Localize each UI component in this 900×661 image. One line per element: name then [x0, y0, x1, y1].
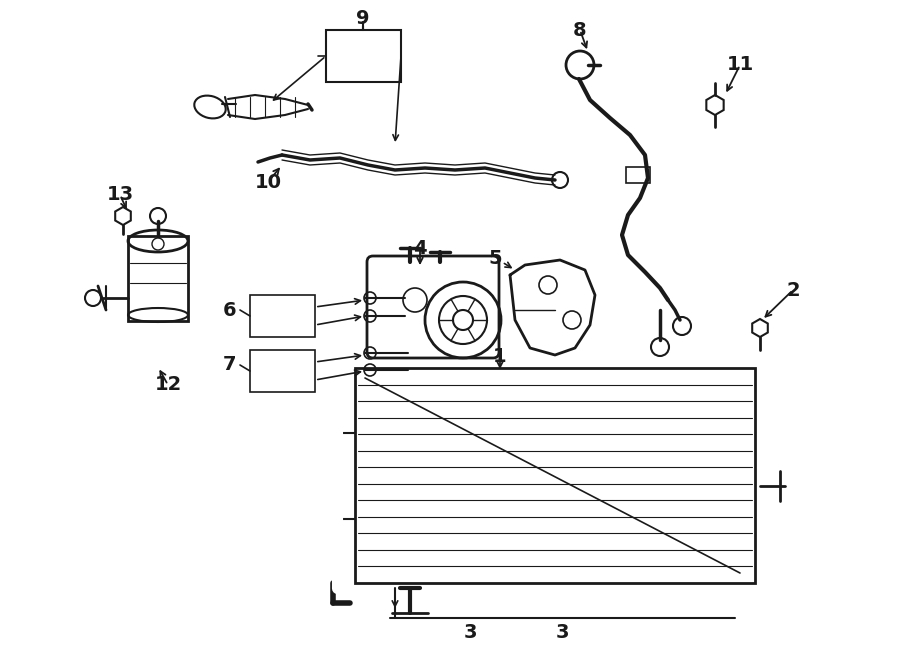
Bar [626, 167, 650, 183]
Text: 11: 11 [726, 56, 753, 75]
Bar [250, 295, 315, 337]
Bar [250, 350, 315, 392]
Text: 5: 5 [488, 249, 502, 268]
Text: 7: 7 [223, 356, 237, 375]
Text: 1: 1 [493, 346, 507, 366]
Text: 6: 6 [223, 301, 237, 319]
Text: 3: 3 [464, 623, 477, 641]
Text: 4: 4 [413, 239, 427, 258]
Bar [128, 236, 188, 321]
Text: 12: 12 [155, 375, 182, 395]
Text: 9: 9 [356, 9, 370, 28]
Text: 8: 8 [573, 20, 587, 40]
Text: 10: 10 [255, 173, 282, 192]
Text: 2: 2 [787, 280, 800, 299]
Text: 3: 3 [555, 623, 569, 642]
Text: 13: 13 [106, 186, 133, 204]
Bar [355, 368, 755, 583]
Bar [326, 30, 401, 82]
